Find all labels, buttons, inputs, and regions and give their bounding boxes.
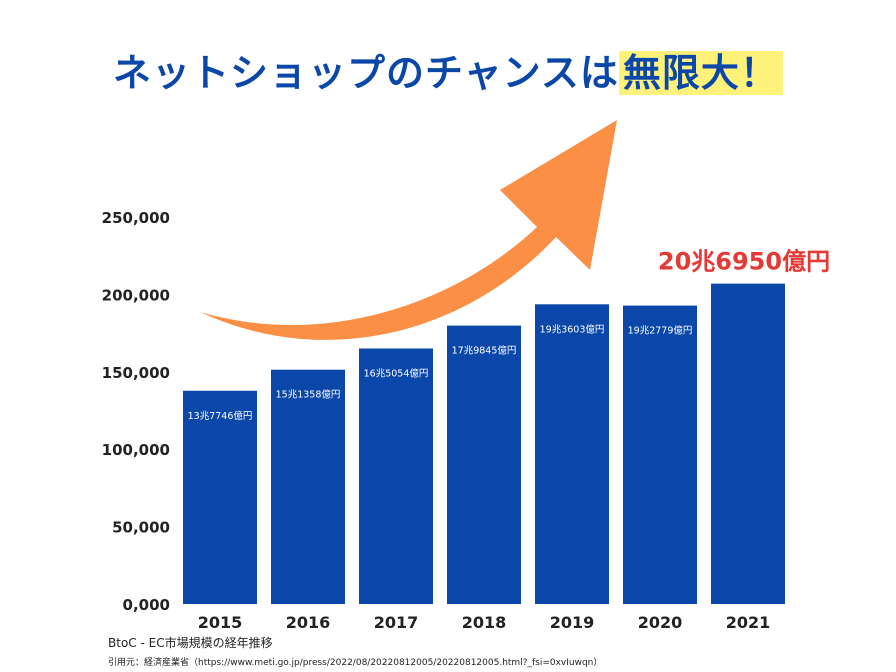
y-tick-label: 50,000 xyxy=(112,519,170,537)
x-tick-label: 2019 xyxy=(550,613,595,632)
data-label: 19兆3603億円 xyxy=(540,323,605,335)
bar xyxy=(271,369,345,604)
y-tick-label: 200,000 xyxy=(102,286,170,304)
bar xyxy=(623,305,697,604)
x-tick-label: 2017 xyxy=(374,613,419,632)
y-tick-label: 0,000 xyxy=(123,596,170,614)
x-tick-label: 2018 xyxy=(462,613,507,632)
x-tick-label: 2021 xyxy=(726,613,771,632)
data-label: 19兆2779億円 xyxy=(628,325,693,337)
data-label-highlight: 20兆6950億円 xyxy=(658,248,830,276)
bar xyxy=(711,283,785,604)
data-label: 16兆5054億円 xyxy=(364,367,429,379)
bar xyxy=(447,325,521,604)
bar xyxy=(183,390,257,604)
data-label: 15兆1358億円 xyxy=(276,389,341,401)
page-title: ネットショップのチャンスは 無限大！ xyxy=(0,42,896,97)
bar xyxy=(359,348,433,604)
x-tick-label: 2016 xyxy=(286,613,331,632)
title-highlight: 無限大！ xyxy=(618,51,783,95)
x-tick-label: 2015 xyxy=(198,613,243,632)
x-tick-label: 2020 xyxy=(638,613,683,632)
data-label: 17兆9845億円 xyxy=(452,345,517,357)
title-main: ネットショップのチャンスは xyxy=(113,51,619,95)
chart-caption: BtoC - EC市場規模の経年推移 xyxy=(108,636,273,650)
y-tick-label: 150,000 xyxy=(102,364,170,382)
bar xyxy=(535,304,609,604)
y-tick-label: 250,000 xyxy=(102,209,170,227)
source-citation: 引用元：経済産業省（https://www.meti.go.jp/press/2… xyxy=(108,658,603,668)
y-tick-label: 100,000 xyxy=(102,441,170,459)
data-label: 13兆7746億円 xyxy=(188,410,253,422)
